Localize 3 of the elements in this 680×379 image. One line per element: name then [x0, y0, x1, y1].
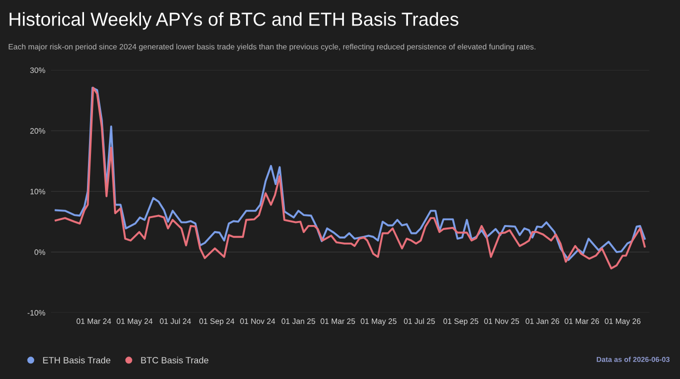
legend-label: ETH Basis Trade: [43, 356, 110, 364]
chart-title: Historical Weekly APYs of BTC and ETH Basis Trades: [10, 12, 458, 30]
legend-label: BTC Basis Trade: [141, 356, 208, 364]
